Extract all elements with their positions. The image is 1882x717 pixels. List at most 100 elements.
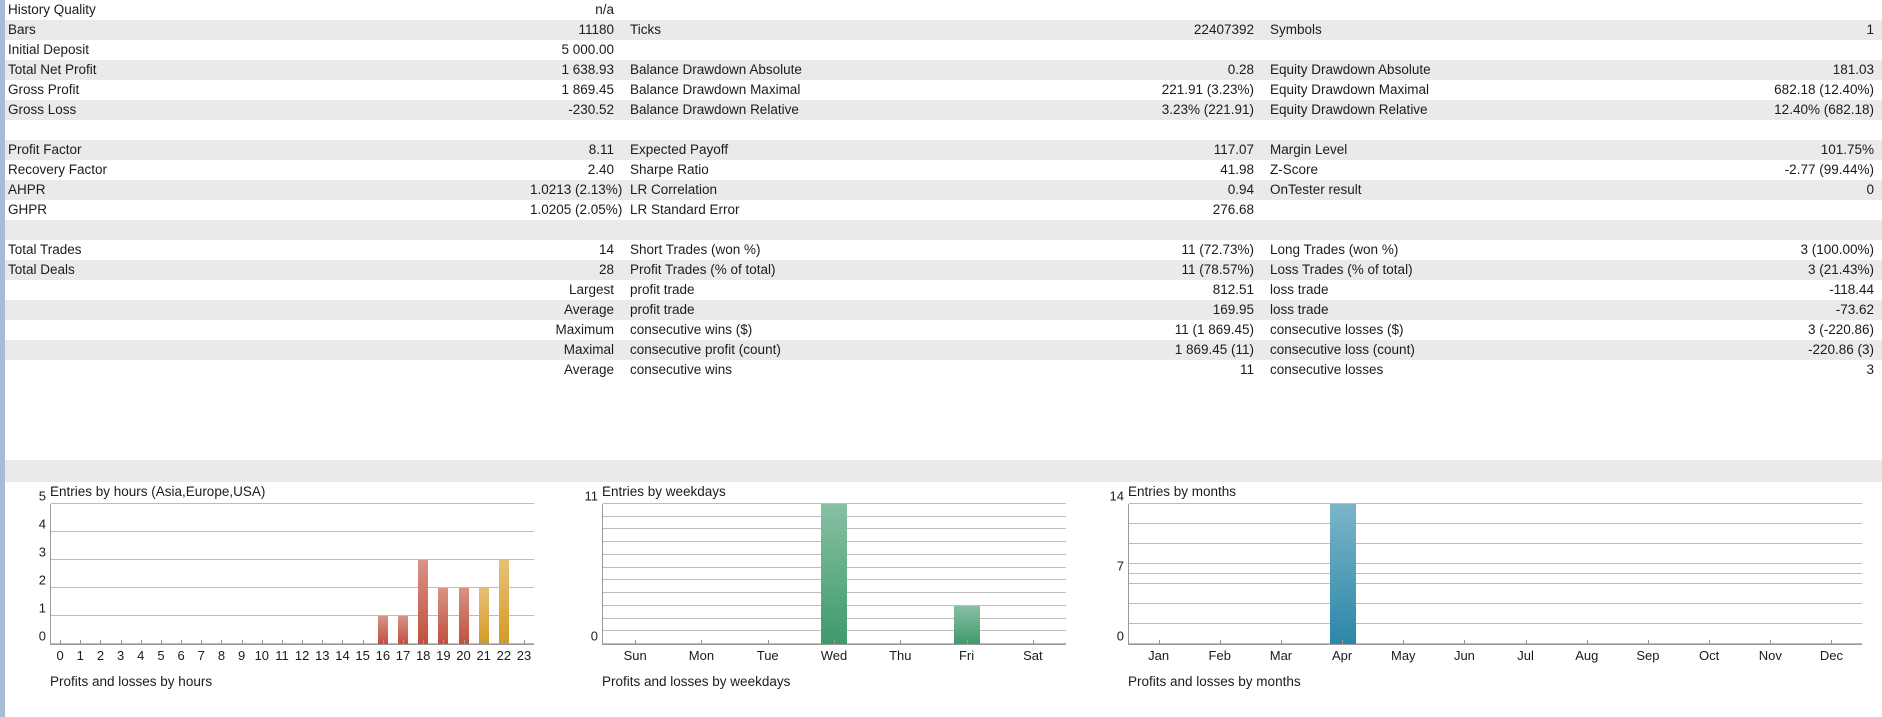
x-axis-tick-label: 0 — [56, 648, 64, 663]
gridline — [51, 643, 534, 644]
stat-label: Balance Drawdown Maximal — [630, 82, 801, 97]
stat-value: 0 — [1866, 182, 1874, 197]
stat-value: 3 — [1866, 362, 1874, 377]
bar-group — [1129, 504, 1862, 644]
x-axis-tick-label: Jun — [1453, 648, 1475, 663]
bar-slot — [232, 504, 252, 644]
bar-slot — [293, 504, 313, 644]
y-axis-tick-label: 1 — [38, 600, 46, 616]
bar[interactable] — [953, 605, 980, 644]
x-axis-tick-label: 17 — [395, 648, 411, 663]
x-axis-tick: 23 — [514, 640, 534, 667]
bar-slot — [71, 504, 91, 644]
bar[interactable] — [1329, 504, 1356, 644]
bar[interactable] — [458, 588, 469, 644]
stat-value: 2.40 — [587, 162, 614, 177]
stat-value: 181.03 — [1832, 62, 1874, 77]
stat-label — [622, 220, 1142, 240]
stat-label: Profit Factor — [8, 142, 82, 157]
y-axis-tick-label: 0 — [1116, 628, 1124, 644]
x-axis-tick: 1 — [70, 640, 90, 667]
stat-label: Recovery Factor — [8, 162, 108, 177]
strategy-tester-report: History Quality n/a Bars 11180 Ticks 22407392… — [0, 2, 1882, 380]
x-axis-tick-label: Sep — [1636, 648, 1660, 663]
bar-slot — [1740, 504, 1801, 644]
x-axis-tick-label: 12 — [294, 648, 310, 663]
bar-slot — [212, 504, 232, 644]
x-axis-tick-label: May — [1390, 648, 1416, 663]
gridline — [51, 587, 534, 588]
bar-slot — [333, 504, 353, 644]
y-axis-tick-label: 5 — [38, 488, 46, 504]
x-axis-tick-label: Oct — [1699, 648, 1720, 663]
x-axis-tick-label: 5 — [157, 648, 165, 663]
stat-label: Balance Drawdown Relative — [630, 102, 799, 117]
stat-label — [0, 320, 522, 340]
bar[interactable] — [821, 504, 848, 644]
x-axis-tick: 14 — [332, 640, 352, 667]
bar-slot — [1679, 504, 1740, 644]
bar-slot — [1312, 504, 1373, 644]
x-axis-tick-label: Tue — [756, 648, 779, 663]
bar[interactable] — [498, 560, 509, 644]
x-axis-tick: Wed — [801, 640, 867, 667]
stat-label: consecutive wins — [630, 362, 733, 377]
x-axis-tick-label: Dec — [1819, 648, 1844, 663]
stat-label: Equity Drawdown Relative — [1270, 102, 1428, 117]
bar-slot — [1373, 504, 1434, 644]
x-axis-tick-label: Apr — [1331, 648, 1353, 663]
stat-value: 3 (21.43%) — [1807, 262, 1874, 277]
bar[interactable] — [398, 616, 409, 644]
bar[interactable] — [438, 588, 449, 644]
y-axis-tick-label: 4 — [38, 516, 46, 532]
stat-value: 812.51 — [1212, 282, 1254, 297]
bar-slot — [51, 504, 71, 644]
stat-label: Gross Loss — [8, 102, 77, 117]
bar-slot — [514, 504, 534, 644]
bar[interactable] — [478, 588, 489, 644]
gridline — [51, 615, 534, 616]
stat-value: 3 (-220.86) — [1807, 322, 1874, 337]
bar-slot — [735, 504, 801, 644]
bar[interactable] — [378, 616, 389, 644]
gridline — [51, 531, 534, 532]
x-axis-tick: 19 — [433, 640, 453, 667]
stat-value: 11 (78.57%) — [1181, 262, 1254, 277]
x-axis: Sun Mon Tue Wed Thu Fri Sat — [602, 640, 1066, 667]
stat-value — [1762, 40, 1882, 60]
stat-value: 1.0213 (2.13%) — [530, 182, 622, 197]
stat-label: Total Net Profit — [8, 62, 97, 77]
x-axis-tick: 13 — [312, 640, 332, 667]
stat-label — [0, 280, 522, 300]
x-axis-tick-label: Mon — [688, 648, 715, 663]
bar-slot — [868, 504, 934, 644]
x-axis-tick: Tue — [735, 640, 801, 667]
table-row: GHPR 1.0205 (2.05%) LR Standard Error 276.6… — [0, 200, 1882, 220]
stat-label: Bars — [8, 22, 36, 37]
stat-label — [622, 120, 1142, 140]
y-axis-tick-label: 11 — [584, 488, 599, 504]
chart-entries-by-months: Entries by months 0 7 14 Jan Feb Mar Apr May Ju… — [1086, 482, 1876, 717]
chart-title: Entries by weekdays — [602, 484, 726, 499]
stat-value: 682.18 (12.40%) — [1774, 82, 1874, 97]
bar[interactable] — [418, 560, 429, 644]
x-axis-tick-label: 16 — [375, 648, 391, 663]
x-axis-tick: 2 — [90, 640, 110, 667]
stat-label — [1262, 220, 1762, 240]
bar-slot — [313, 504, 333, 644]
left-edge-strip — [0, 0, 5, 717]
stat-label: profit trade — [630, 302, 695, 317]
stat-value — [1142, 40, 1262, 60]
chart-subtitle: Profits and losses by months — [1128, 674, 1301, 689]
stat-label: consecutive losses — [1270, 362, 1384, 377]
bar-slot — [172, 504, 192, 644]
table-row: Average profit trade 169.95 loss trade -73.6… — [0, 300, 1882, 320]
stat-label — [0, 220, 522, 240]
stat-label: Total Deals — [8, 262, 75, 277]
stat-label — [0, 360, 522, 380]
bar-slot — [603, 504, 669, 644]
x-axis-tick-label: Sun — [623, 648, 647, 663]
table-row: Total Net Profit 1 638.93 Balance Drawdown… — [0, 60, 1882, 80]
